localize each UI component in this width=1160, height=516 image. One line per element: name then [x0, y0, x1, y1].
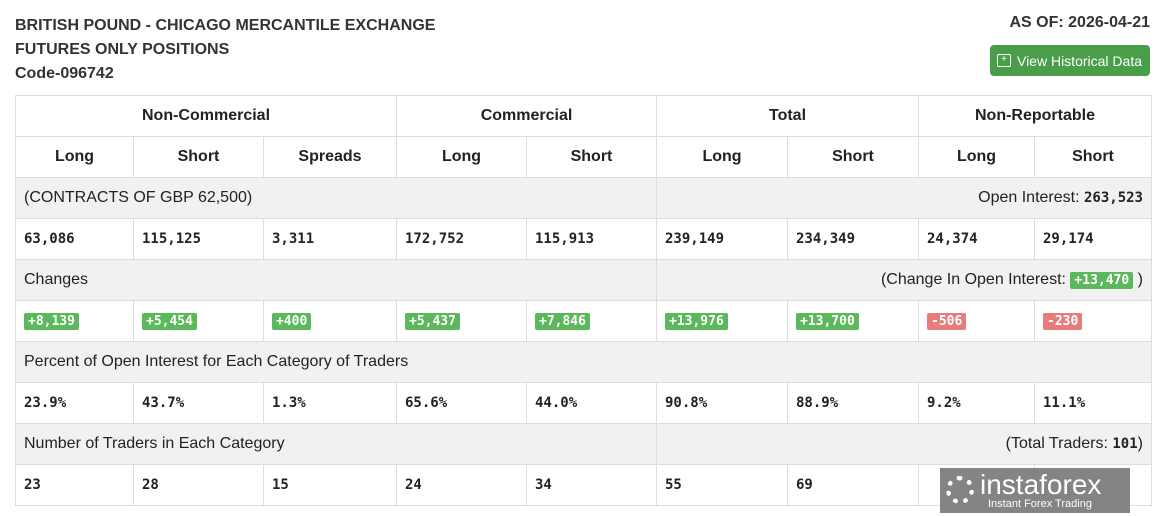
calendar-plus-icon: +	[996, 54, 1011, 67]
positions-row: 63,086 115,125 3,311 172,752 115,913 239,149 2…	[15, 218, 1152, 260]
percent-cell: 44.0%	[526, 382, 657, 424]
percent-cell: 65.6%	[396, 382, 527, 424]
group-header: Non-Reportable	[918, 95, 1152, 137]
watermark-name: instaforex	[980, 469, 1102, 500]
total-traders-label: (Total Traders:	[1005, 435, 1108, 452]
change-badge: +8,139	[24, 313, 79, 330]
button-label: View Historical Data	[1016, 52, 1142, 69]
change-oi-badge: +13,470	[1070, 272, 1134, 289]
percent-cell: 90.8%	[656, 382, 788, 424]
code: Code-096742	[15, 65, 114, 82]
open-interest-label: Open Interest:	[978, 189, 1080, 206]
change-cell: -230	[1034, 300, 1152, 342]
change-cell: -506	[918, 300, 1035, 342]
change-badge: +13,700	[796, 313, 859, 330]
open-interest-cell: Open Interest: 263,523	[656, 177, 1152, 219]
percent-cell: 1.3%	[263, 382, 397, 424]
title-line-2: FUTURES ONLY POSITIONS	[15, 41, 230, 58]
group-header: Total	[656, 95, 919, 137]
change-badge: +5,437	[405, 313, 460, 330]
position-cell: 172,752	[396, 218, 527, 260]
change-cell: +5,454	[133, 300, 264, 342]
percent-cell: 23.9%	[15, 382, 134, 424]
close-paren: )	[1137, 435, 1143, 452]
column-header: Long	[396, 136, 527, 178]
traders-label: Number of Traders in Each Category	[15, 423, 657, 465]
change-cell: +7,846	[526, 300, 657, 342]
position-cell: 115,125	[133, 218, 264, 260]
percent-cell: 43.7%	[133, 382, 264, 424]
title-line-1: BRITISH POUND - CHICAGO MERCANTILE EXCHA…	[15, 17, 436, 34]
cot-table: Non-Commercial Commercial Total Non-Repo…	[15, 95, 1152, 506]
change-cell: +8,139	[15, 300, 134, 342]
change-badge: -230	[1043, 313, 1083, 330]
instaforex-watermark: instaforex Instant Forex Trading	[940, 468, 1130, 513]
group-header: Non-Commercial	[15, 95, 397, 137]
position-cell: 24,374	[918, 218, 1035, 260]
percent-header-row: Percent of Open Interest for Each Catego…	[15, 341, 1152, 383]
change-oi-label: (Change In Open Interest:	[880, 271, 1066, 288]
percent-row: 23.9% 43.7% 1.3% 65.6% 44.0% 90.8% 88.9% 9.2% 11…	[15, 382, 1152, 424]
change-cell: +5,437	[396, 300, 527, 342]
total-traders-value: 101	[1112, 436, 1138, 452]
position-cell: 115,913	[526, 218, 657, 260]
position-cell: 234,349	[787, 218, 919, 260]
trader-count-cell: 34	[526, 464, 657, 506]
percent-cell: 9.2%	[918, 382, 1035, 424]
contracts-row: (CONTRACTS OF GBP 62,500) Open Interest:…	[15, 177, 1152, 219]
change-badge: -506	[927, 313, 967, 330]
trader-count-cell: 24	[396, 464, 527, 506]
change-badge: +5,454	[142, 313, 197, 330]
position-cell: 3,311	[263, 218, 397, 260]
trader-count-cell: 69	[787, 464, 919, 506]
watermark-tagline: Instant Forex Trading	[988, 498, 1092, 510]
change-cell: +400	[263, 300, 397, 342]
position-cell: 239,149	[656, 218, 788, 260]
column-header-row: Long Short Spreads Long Short Long Short Long Sh…	[15, 136, 1152, 178]
column-header: Short	[1034, 136, 1152, 178]
traders-header-row: Number of Traders in Each Category (Tota…	[15, 423, 1152, 465]
percent-cell: 11.1%	[1034, 382, 1152, 424]
trader-count-cell: 15	[263, 464, 397, 506]
column-header: Short	[526, 136, 657, 178]
column-header: Spreads	[263, 136, 397, 178]
change-badge: +7,846	[535, 313, 590, 330]
change-oi-cell: (Change In Open Interest: +13,470 )	[656, 259, 1152, 301]
changes-row: +8,139 +5,454 +400 +5,437 +7,846 +13,976 +13,7…	[15, 300, 1152, 342]
change-badge: +400	[272, 313, 312, 330]
percent-cell: 88.9%	[787, 382, 919, 424]
open-interest-value: 263,523	[1083, 190, 1143, 206]
column-header: Long	[918, 136, 1035, 178]
as-of-date: AS OF: 2026-04-21	[1009, 14, 1150, 31]
close-paren: )	[1137, 271, 1143, 288]
change-badge: +13,976	[665, 313, 728, 330]
trader-count-cell: 55	[656, 464, 788, 506]
group-header-row: Non-Commercial Commercial Total Non-Repo…	[15, 95, 1152, 137]
position-cell: 63,086	[15, 218, 134, 260]
view-historical-data-button[interactable]: + View Historical Data	[989, 45, 1150, 76]
change-cell: +13,976	[656, 300, 788, 342]
percent-label: Percent of Open Interest for Each Catego…	[15, 341, 1152, 383]
gear-logo-icon	[946, 476, 974, 504]
group-header: Commercial	[396, 95, 657, 137]
position-cell: 29,174	[1034, 218, 1152, 260]
report-title: BRITISH POUND - CHICAGO MERCANTILE EXCHA…	[15, 14, 435, 86]
column-header: Long	[656, 136, 788, 178]
trader-count-cell: 23	[15, 464, 134, 506]
change-cell: +13,700	[787, 300, 919, 342]
column-header: Short	[787, 136, 919, 178]
changes-header-row: Changes (Change In Open Interest: +13,47…	[15, 259, 1152, 301]
column-header: Short	[133, 136, 264, 178]
total-traders-cell: (Total Traders: 101)	[656, 423, 1152, 465]
contracts-label: (CONTRACTS OF GBP 62,500)	[15, 177, 657, 219]
column-header: Long	[15, 136, 134, 178]
trader-count-cell: 28	[133, 464, 264, 506]
changes-label: Changes	[15, 259, 657, 301]
